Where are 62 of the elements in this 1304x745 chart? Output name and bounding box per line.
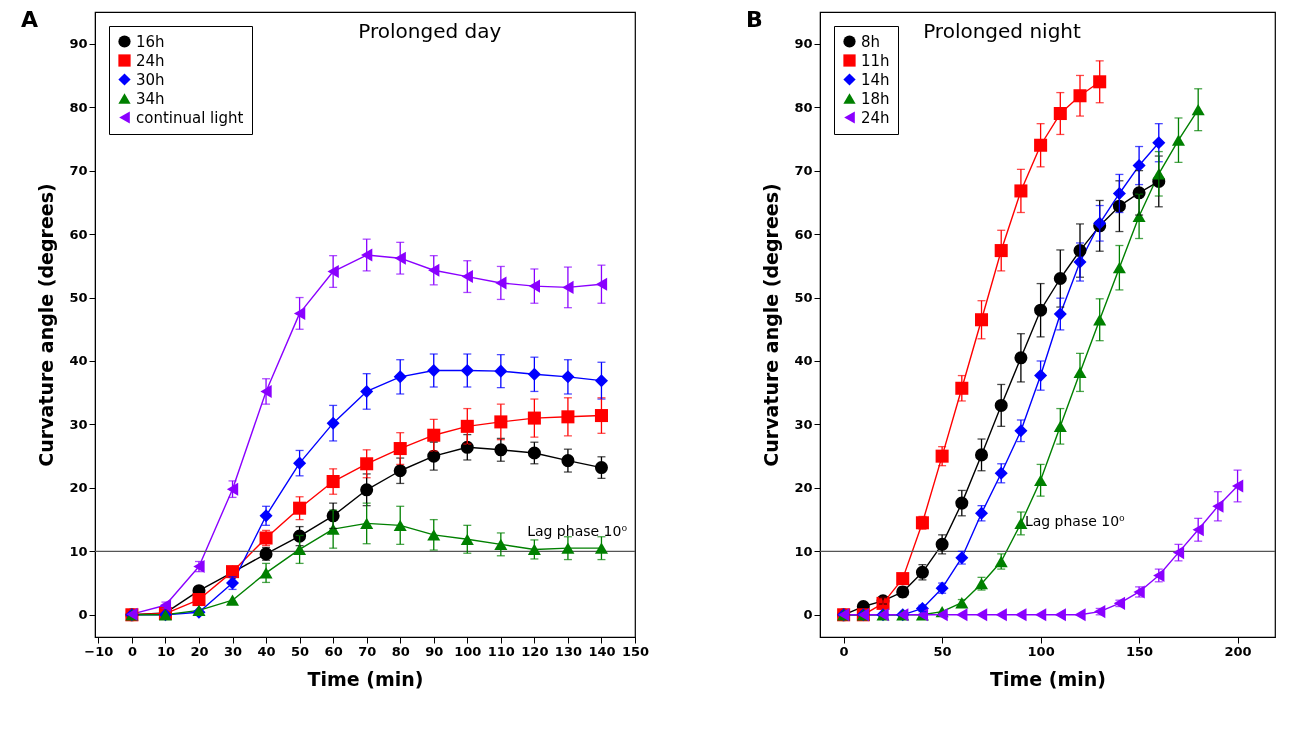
x-tick-label: 0 bbox=[127, 643, 137, 659]
chart-title: Prolonged night bbox=[923, 19, 1081, 43]
y-tick-label: 20 bbox=[794, 480, 813, 496]
x-tick-label: 100 bbox=[454, 643, 482, 659]
y-tick-label: 60 bbox=[69, 226, 88, 242]
legend-label: 16h bbox=[136, 32, 165, 51]
legend-label: 30h bbox=[136, 70, 165, 89]
x-tick-label: 50 bbox=[933, 643, 952, 659]
y-tick-label: 20 bbox=[69, 480, 88, 496]
x-tick-label: 10 bbox=[156, 643, 175, 659]
y-tick-label: 80 bbox=[69, 99, 88, 115]
y-tick-label: 50 bbox=[794, 290, 813, 306]
x-tick-label: 200 bbox=[1224, 643, 1252, 659]
x-tick-label: 0 bbox=[839, 643, 849, 659]
y-tick-label: 10 bbox=[69, 543, 88, 559]
x-tick-label: 20 bbox=[190, 643, 209, 659]
y-tick-label: 90 bbox=[69, 36, 88, 52]
ref-line-label: Lag phase 10⁰ bbox=[527, 523, 628, 540]
y-axis-title: Curvature angle (degrees) bbox=[760, 183, 783, 467]
legend-label: 24h bbox=[136, 51, 165, 70]
legend-label: 34h bbox=[136, 89, 165, 108]
x-tick-label: 50 bbox=[291, 643, 310, 659]
x-tick-label: 60 bbox=[324, 643, 343, 659]
x-tick-label: 130 bbox=[554, 643, 582, 659]
legend-label: 24h bbox=[861, 108, 890, 127]
y-tick-label: 0 bbox=[803, 607, 813, 623]
x-tick-label: 150 bbox=[621, 643, 650, 659]
x-tick-label: 30 bbox=[223, 643, 243, 659]
y-tick-label: 10 bbox=[794, 543, 813, 559]
x-tick-label: 90 bbox=[425, 643, 444, 659]
x-tick-label: 80 bbox=[391, 643, 410, 659]
y-tick-label: 90 bbox=[794, 36, 813, 52]
y-axis-title: Curvature angle (degrees) bbox=[35, 183, 58, 467]
x-axis-title: Time (min) bbox=[990, 667, 1106, 690]
legend-label: continual light bbox=[136, 108, 244, 127]
y-tick-label: 80 bbox=[794, 99, 813, 115]
x-tick-label: 40 bbox=[257, 643, 276, 659]
legend-label: 11h bbox=[861, 51, 890, 70]
legend-label: 14h bbox=[861, 70, 890, 89]
x-axis-title: Time (min) bbox=[307, 667, 424, 690]
text: B bbox=[746, 7, 763, 32]
y-tick-label: 40 bbox=[794, 353, 813, 369]
y-tick-label: 70 bbox=[69, 163, 88, 179]
y-tick-label: 0 bbox=[78, 607, 88, 623]
text: A bbox=[21, 7, 39, 32]
x-tick-label: 150 bbox=[1126, 643, 1154, 659]
ref-line-label: Lag phase 10⁰ bbox=[1024, 513, 1126, 530]
legend-label: 18h bbox=[861, 89, 890, 108]
chart-title: Prolonged day bbox=[358, 19, 502, 43]
y-tick-label: 60 bbox=[794, 226, 813, 242]
legend-label: 8h bbox=[861, 32, 881, 51]
y-tick-label: 30 bbox=[69, 416, 88, 432]
x-tick-label: −10 bbox=[84, 643, 114, 659]
x-tick-label: 140 bbox=[588, 643, 616, 659]
y-tick-label: 70 bbox=[794, 163, 813, 179]
x-tick-label: 100 bbox=[1027, 643, 1055, 659]
y-tick-label: 50 bbox=[69, 290, 88, 306]
x-tick-label: 110 bbox=[487, 643, 515, 659]
y-tick-label: 40 bbox=[69, 353, 88, 369]
y-tick-label: 30 bbox=[794, 416, 813, 432]
x-tick-label: 70 bbox=[358, 643, 377, 659]
x-tick-label: 120 bbox=[521, 643, 549, 659]
